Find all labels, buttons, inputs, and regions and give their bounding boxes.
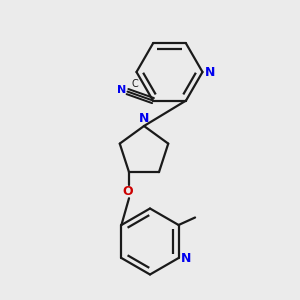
Text: N: N: [118, 85, 127, 95]
Text: C: C: [132, 79, 138, 89]
Text: O: O: [122, 185, 133, 198]
Text: N: N: [205, 65, 215, 79]
Text: N: N: [139, 112, 149, 125]
Text: N: N: [181, 251, 191, 265]
